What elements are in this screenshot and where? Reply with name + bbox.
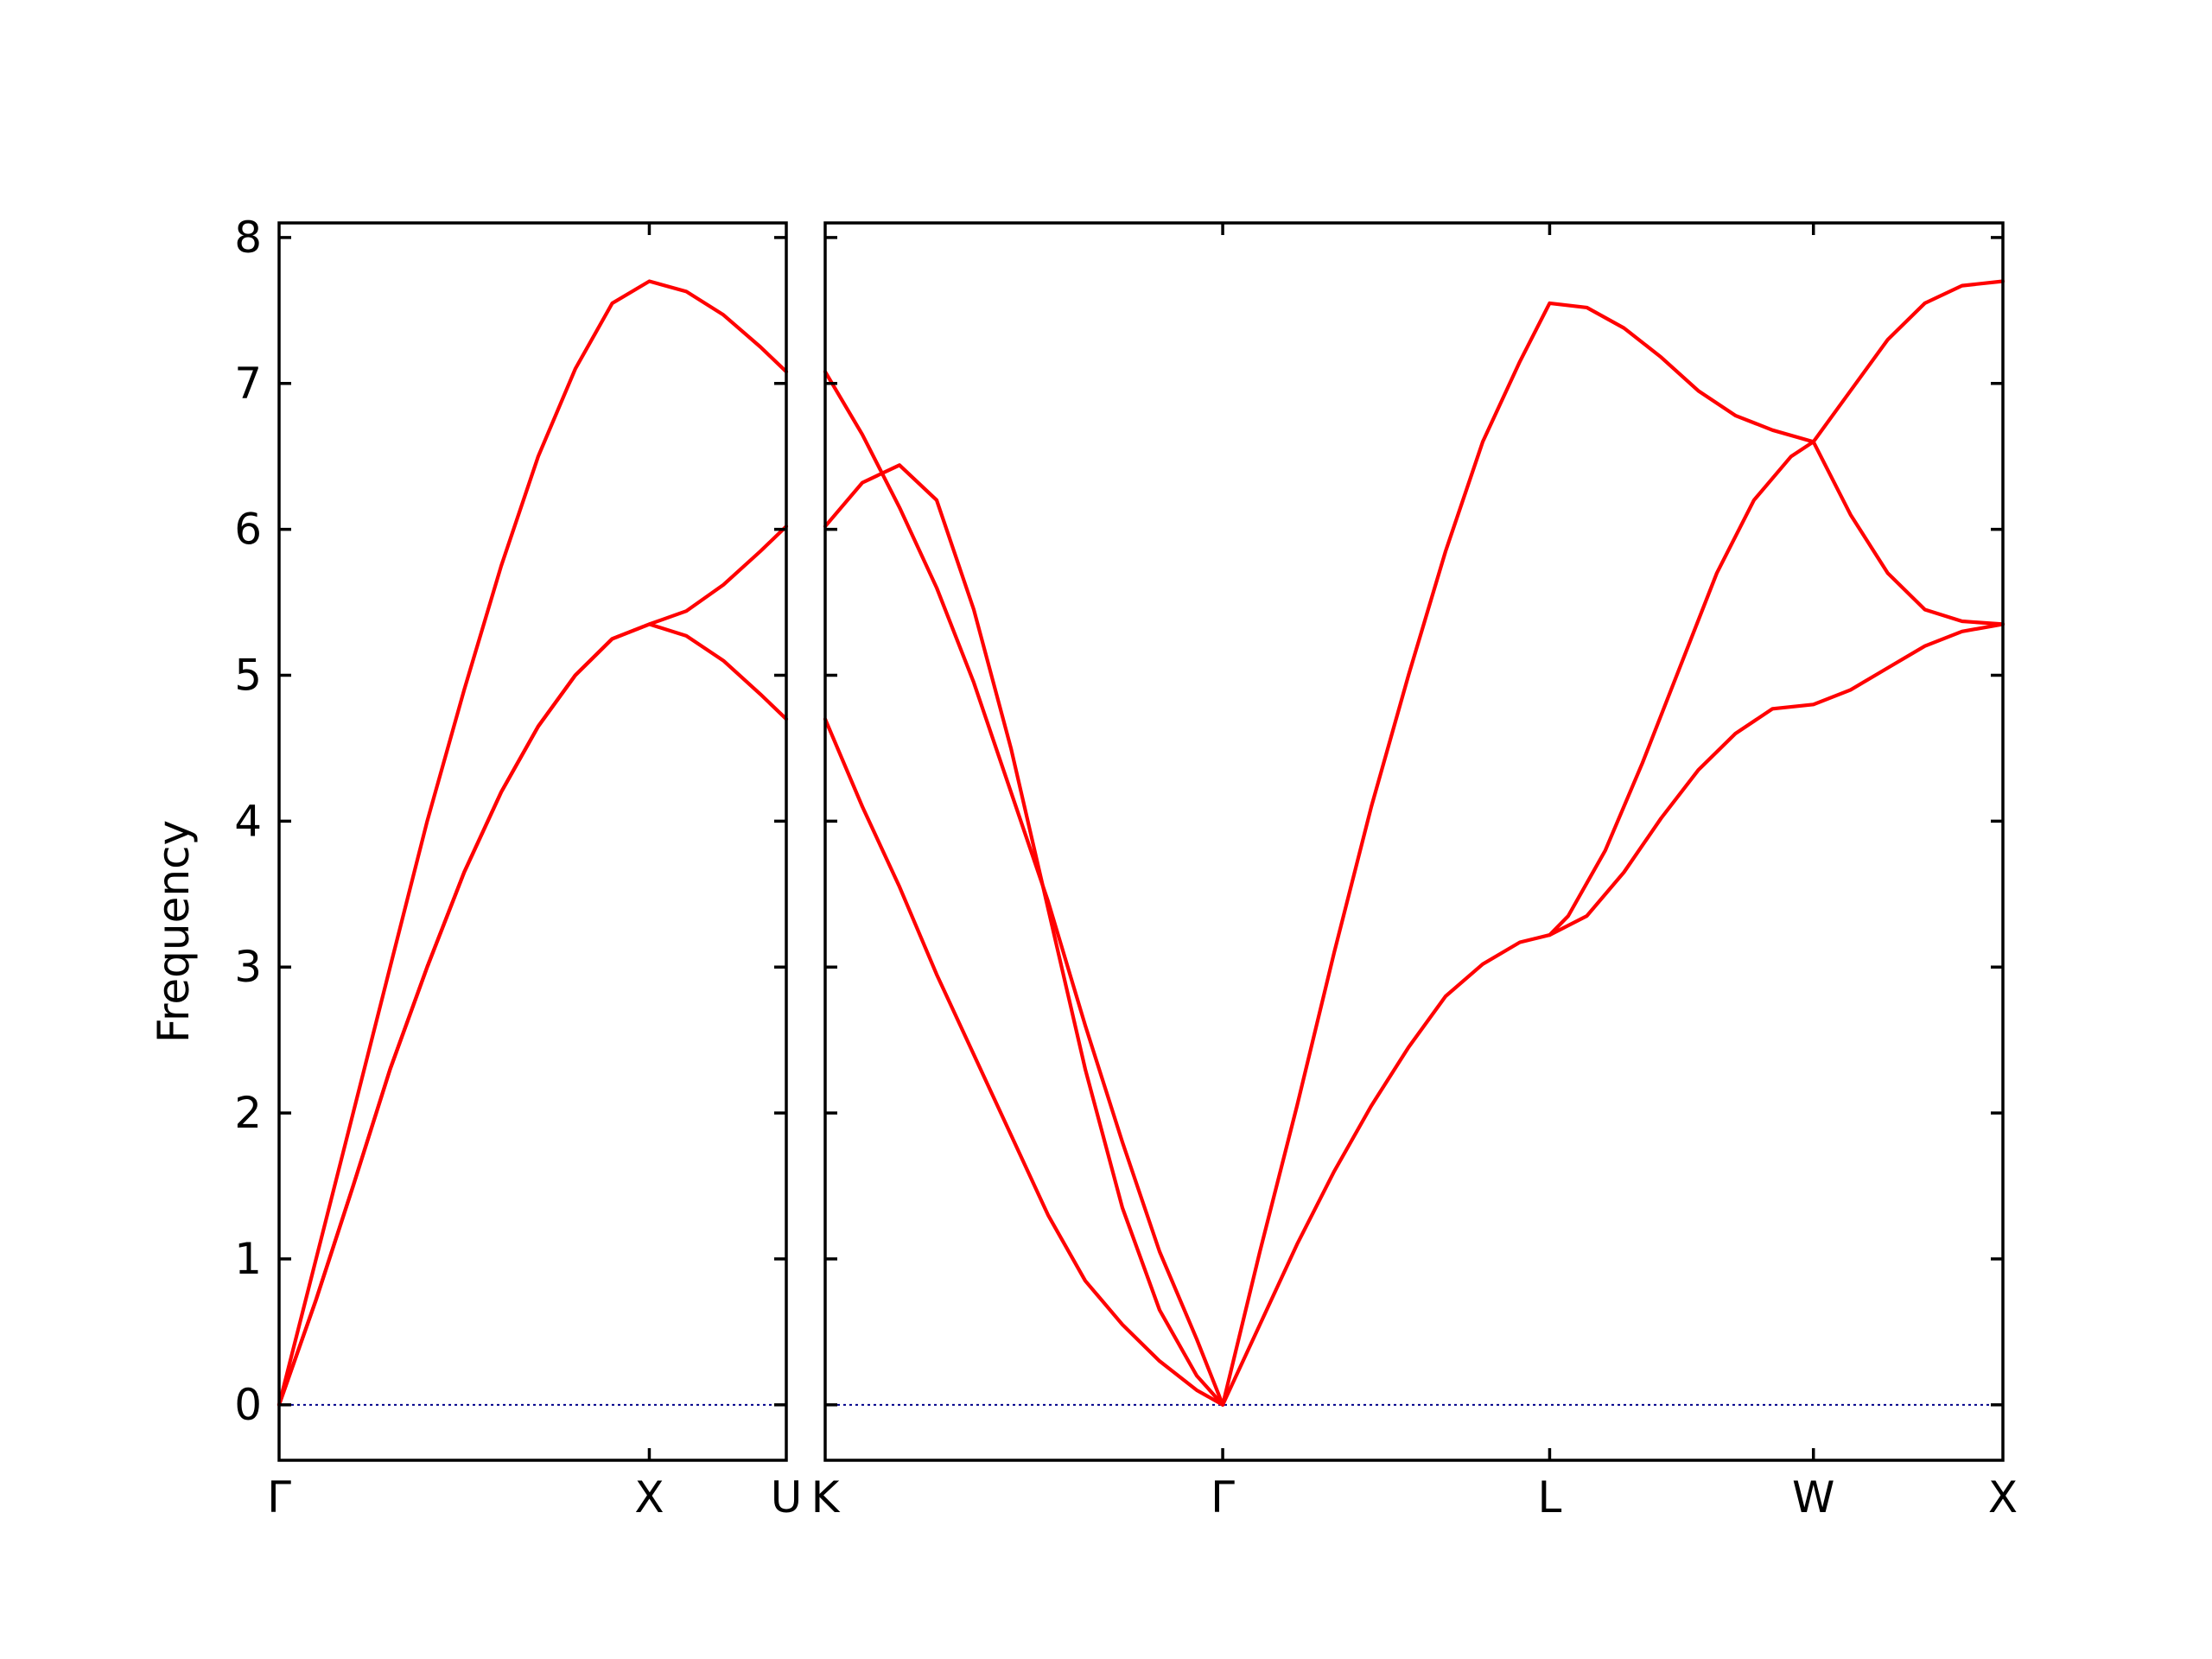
band-line-6 bbox=[1548, 622, 2005, 938]
x-tick-label: Γ bbox=[267, 1472, 291, 1522]
x-tick-label: X bbox=[634, 1472, 664, 1522]
band-line-2 bbox=[276, 622, 789, 1407]
x-tick-label: Γ bbox=[1211, 1472, 1235, 1522]
y-tick-label: 8 bbox=[234, 213, 262, 263]
band-line-3 bbox=[276, 524, 789, 1407]
y-tick-label: 0 bbox=[234, 1380, 262, 1430]
band-line-1 bbox=[823, 370, 1225, 1407]
y-tick-label: 7 bbox=[234, 359, 262, 409]
y-tick-label: 5 bbox=[234, 650, 262, 700]
band-line-5 bbox=[1221, 440, 2005, 1407]
y-tick-label: 1 bbox=[234, 1234, 262, 1284]
x-tick-label: U bbox=[771, 1472, 803, 1522]
band-line-4 bbox=[1221, 279, 2005, 1407]
band-line-2 bbox=[823, 463, 1225, 1407]
x-tick-label: L bbox=[1538, 1472, 1562, 1522]
plot-frame bbox=[277, 221, 788, 1462]
y-tick-label: 4 bbox=[234, 796, 262, 846]
band-line-1 bbox=[276, 279, 789, 1407]
plot-frame bbox=[823, 221, 2005, 1462]
x-tick-label: K bbox=[811, 1472, 841, 1522]
x-tick-label: W bbox=[1792, 1472, 1834, 1522]
band-line-3 bbox=[823, 717, 1225, 1407]
y-tick-label: 2 bbox=[234, 1088, 262, 1138]
y-axis-label: Frequency bbox=[149, 820, 199, 1043]
panel-gamma-x-u: 0 1 2 3 4 5 6 7 8 Γ X U bbox=[234, 213, 802, 1522]
y-tick-label: 6 bbox=[234, 505, 262, 555]
y-tick-label: 3 bbox=[234, 942, 262, 992]
x-tick-label: X bbox=[1988, 1472, 2018, 1522]
